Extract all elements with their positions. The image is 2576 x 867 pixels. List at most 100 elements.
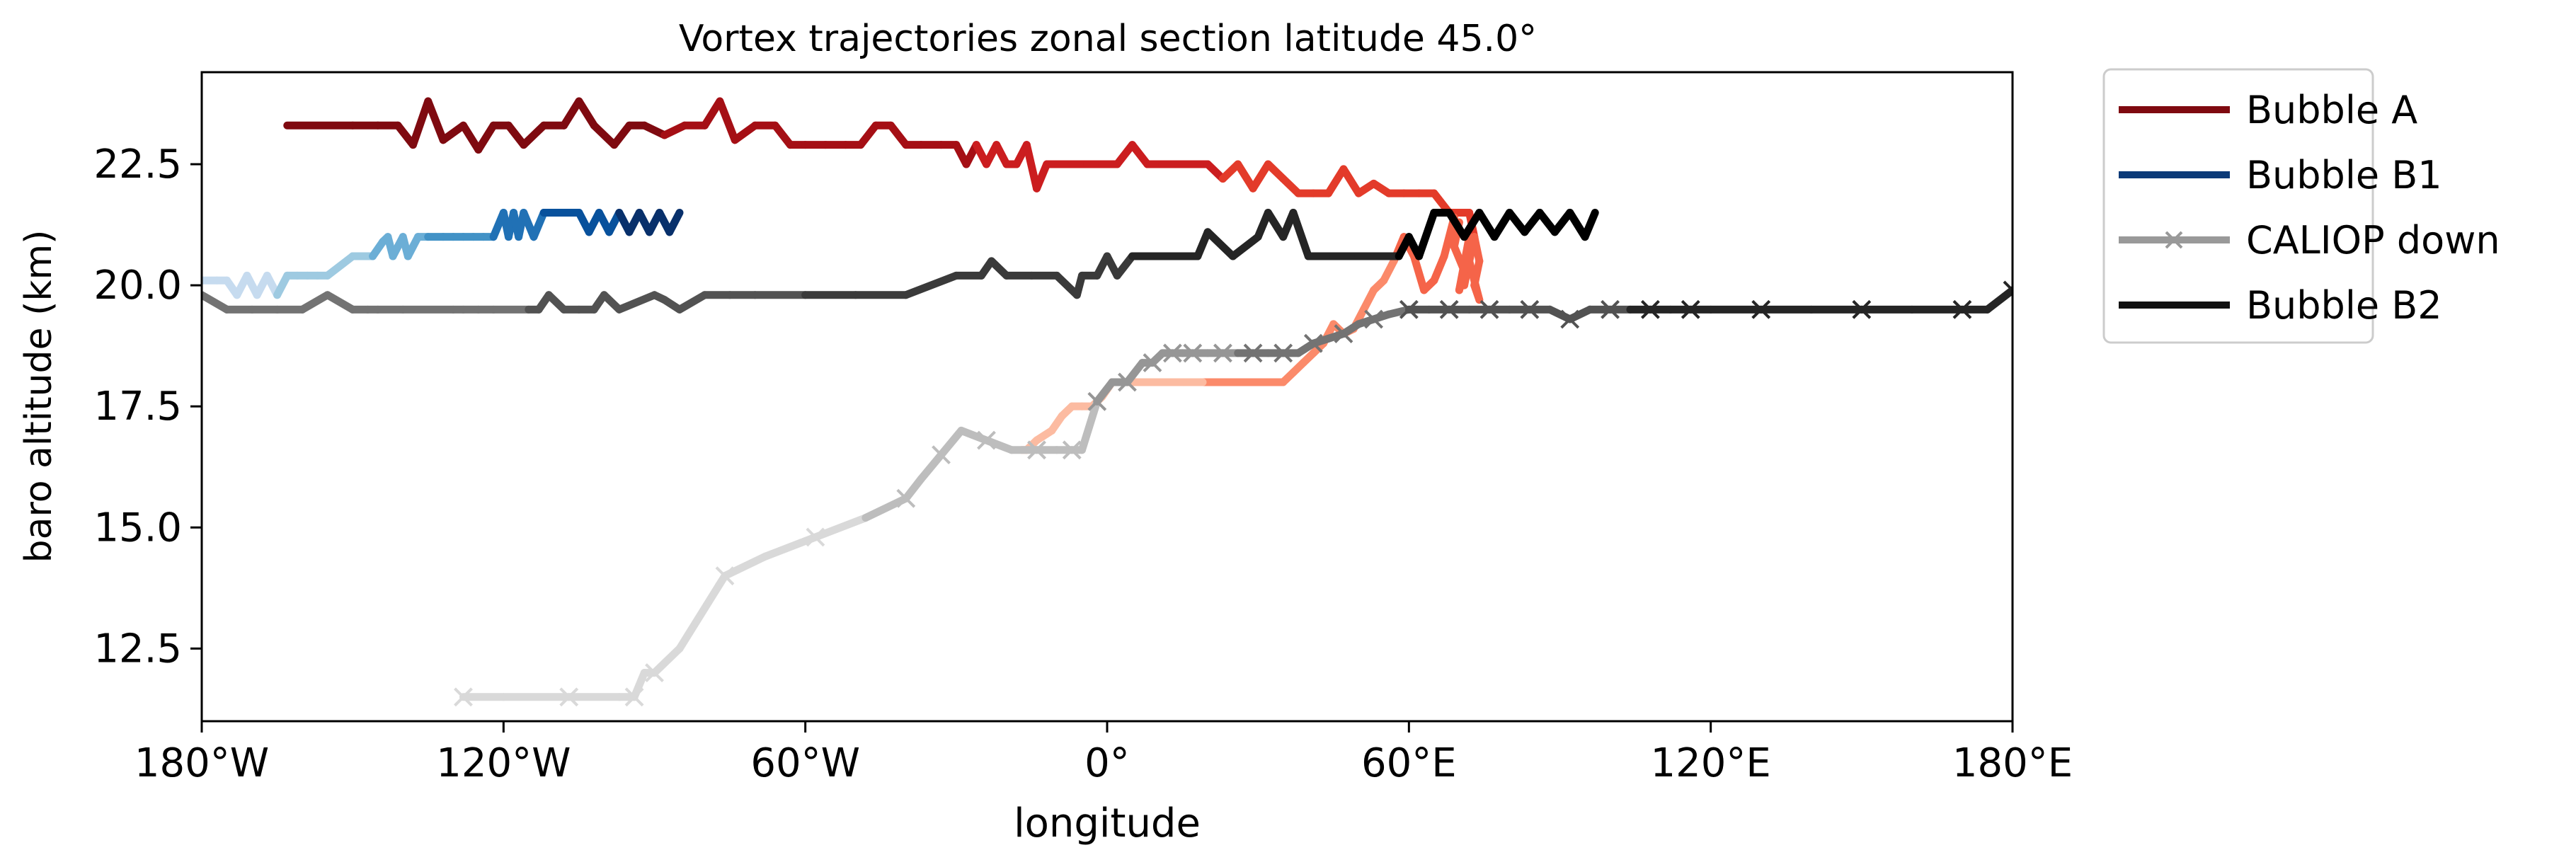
legend-label: Bubble A	[2246, 88, 2417, 132]
x-tick-label: 60°E	[1361, 740, 1457, 786]
legend-item: Bubble B2	[2119, 283, 2442, 328]
series-2-point	[559, 687, 579, 707]
series-0-segment	[771, 121, 794, 149]
series-3-segment	[1505, 208, 1529, 236]
series-0-segment	[1324, 165, 1348, 197]
series-0-segment	[1450, 242, 1468, 275]
series-2-point	[2003, 280, 2013, 300]
legend-item: CALIOP down	[2119, 218, 2500, 263]
y-tick-label: 15.0	[93, 505, 182, 551]
legend-label: Bubble B1	[2246, 153, 2442, 197]
series-2-point	[1273, 343, 1293, 363]
series-3-segment	[1203, 228, 1237, 260]
series-0-segment	[504, 121, 528, 149]
series-0-segment	[408, 97, 433, 149]
series-1	[202, 208, 684, 299]
series-3-segment	[202, 291, 231, 314]
series-3-segment	[1475, 208, 1499, 241]
series-2-point	[1183, 343, 1203, 363]
series-3-segment	[615, 291, 658, 314]
x-tick-label: 0°	[1084, 740, 1130, 786]
series-2-point	[1162, 343, 1182, 363]
series-3-segment	[1053, 271, 1081, 299]
y-tick-label: 20.0	[93, 263, 182, 309]
x-axis-label: longitude	[1014, 800, 1201, 846]
legend: Bubble A Bubble B1 CALIOP down Bubble B2	[2102, 68, 2500, 344]
x-tick-label: 60°W	[750, 740, 860, 786]
legend-frame	[2102, 68, 2374, 344]
series-2-point	[1364, 309, 1384, 329]
series-0-segment	[1033, 160, 1051, 193]
series-3-segment	[1113, 252, 1137, 280]
series-3-segment	[1521, 208, 1544, 236]
x-tick-label: 180°E	[1952, 740, 2073, 786]
series-2-point	[896, 488, 916, 508]
series-0-segment	[590, 121, 619, 149]
series-2-point	[806, 527, 825, 547]
legend-marker	[2165, 231, 2183, 249]
y-ticks: 12.5 15.0 17.5 20.0 22.5	[93, 142, 202, 672]
series-2-point	[1334, 324, 1353, 343]
series-2-point	[1399, 299, 1419, 319]
series-2-point	[715, 566, 735, 586]
series-2-point	[932, 445, 951, 465]
series-2-point	[454, 687, 473, 707]
series-2-point	[1560, 309, 1580, 329]
series-2-segment	[721, 552, 769, 580]
x-tick-label: 120°E	[1651, 740, 1771, 786]
series-3-segment	[1535, 208, 1559, 236]
series-2-point	[1852, 299, 1872, 319]
series-layer	[202, 97, 2013, 707]
series-0-segment	[1409, 252, 1429, 294]
y-tick-label: 22.5	[93, 142, 182, 188]
series-0-segment	[716, 97, 739, 144]
series-0-segment	[474, 121, 498, 154]
series-0-segment	[575, 97, 598, 130]
series-2-segment	[675, 572, 729, 653]
x-tick-label: 120°W	[436, 740, 571, 786]
series-0-segment	[886, 121, 910, 149]
series-2-segment	[861, 494, 910, 522]
series-3-segment	[902, 271, 961, 299]
series-2-point	[1681, 299, 1700, 319]
series-2-segment	[957, 426, 990, 444]
series-2	[454, 280, 2013, 707]
series-2-point	[1751, 299, 1771, 319]
series-0-segment	[520, 121, 548, 149]
series-3-segment	[298, 291, 332, 314]
x-ticks: 180°W 120°W 60°W 0° 60°E 120°E 180°E	[134, 721, 2073, 786]
series-3-segment	[1581, 208, 1599, 241]
series-3-segment	[1445, 208, 1468, 241]
chart-title: Vortex trajectories zonal section latitu…	[679, 18, 1537, 60]
series-2-point	[977, 430, 996, 450]
series-3-segment	[675, 291, 709, 314]
legend-label: CALIOP down	[2246, 218, 2500, 263]
series-0-segment	[610, 121, 634, 149]
series-3-segment	[1415, 208, 1438, 260]
series-0-segment	[1249, 160, 1272, 193]
series-0-segment	[459, 121, 483, 154]
series-2-segment	[761, 533, 820, 561]
series-2-point	[1143, 353, 1162, 373]
series-2-point	[1027, 440, 1046, 460]
series-3-segment	[1229, 233, 1262, 260]
series-1-segment	[324, 252, 357, 280]
series-3-segment	[324, 291, 357, 314]
series-1-segment	[665, 208, 684, 236]
series-0-segment	[857, 121, 880, 149]
series-2-point	[1087, 391, 1107, 411]
series-2-segment	[811, 514, 870, 541]
series-2-point	[1520, 299, 1540, 319]
series-1-segment	[529, 208, 548, 241]
series-3	[202, 208, 1599, 314]
y-tick-label: 12.5	[93, 626, 182, 672]
x-tick-label: 180°W	[134, 740, 269, 786]
series-0-segment	[1430, 252, 1448, 285]
series-2-point	[1118, 372, 1137, 392]
y-tick-label: 17.5	[93, 384, 182, 430]
series-0-segment	[439, 121, 467, 144]
series-3-segment	[1460, 208, 1484, 241]
legend-item: Bubble A	[2119, 88, 2417, 132]
series-0-segment	[1113, 141, 1137, 168]
series-0-segment	[731, 121, 760, 144]
